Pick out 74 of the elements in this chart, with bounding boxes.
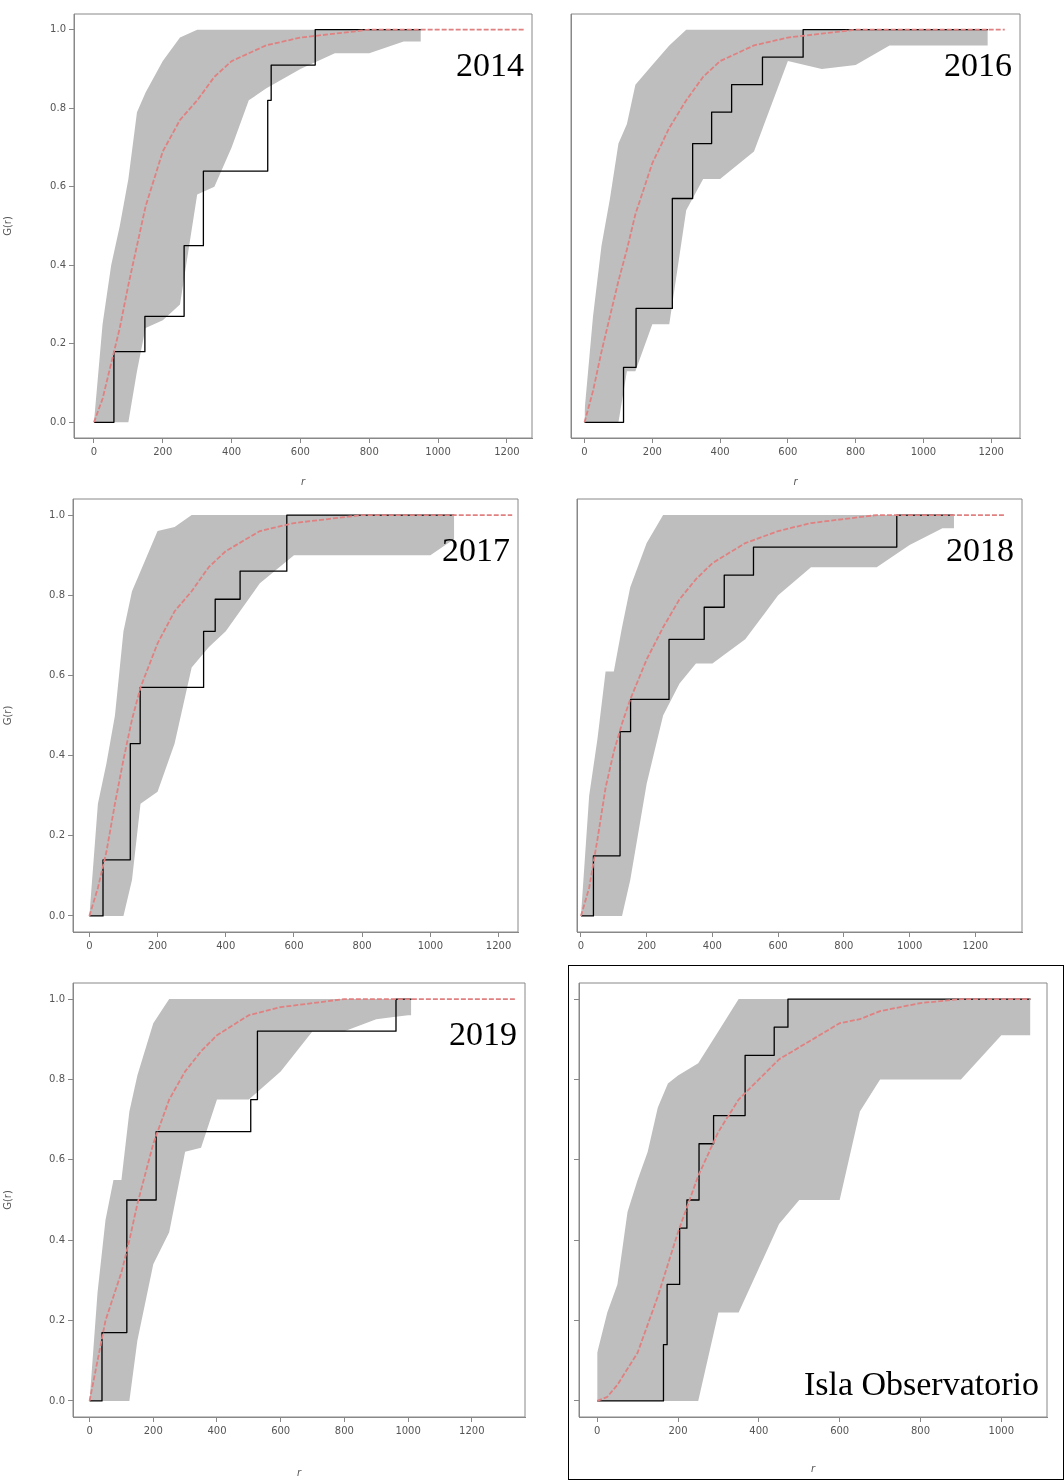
x-tick-label: 600 bbox=[830, 1424, 850, 1436]
y-tick-label: 0.8 bbox=[49, 1073, 65, 1085]
y-tick-label: 0.0 bbox=[50, 415, 66, 427]
y-tick-label: 0.2 bbox=[50, 337, 66, 349]
x-tick-label: 1200 bbox=[962, 939, 989, 951]
y-tick-label: 0.4 bbox=[49, 749, 65, 761]
x-tick-label: 400 bbox=[710, 445, 730, 457]
x-tick-label: 800 bbox=[846, 445, 866, 457]
x-tick-label: 1000 bbox=[417, 939, 444, 951]
line-series bbox=[88, 998, 518, 1402]
annotation: 2017 bbox=[442, 531, 510, 568]
y-tick-label: 0.4 bbox=[49, 1233, 65, 1245]
x-tick-label: 1200 bbox=[978, 445, 1004, 457]
x-tick-label: 400 bbox=[222, 445, 242, 457]
x-tick-label: 600 bbox=[271, 1424, 291, 1436]
y-tick-label: 1.0 bbox=[50, 23, 66, 35]
x-tick-label: 800 bbox=[359, 445, 379, 457]
x-tick-label: 1200 bbox=[485, 939, 512, 951]
x-tick-label: 800 bbox=[910, 1424, 931, 1436]
y-axis-title: G(r) bbox=[1, 705, 13, 726]
x-tick-label: 600 bbox=[768, 939, 788, 951]
annotation: 2018 bbox=[946, 531, 1014, 568]
y-tick-label: 0.6 bbox=[49, 1153, 65, 1165]
x-tick-label: 1200 bbox=[494, 445, 520, 457]
x-tick-label: 0 bbox=[86, 1424, 93, 1436]
x-tick-label: 1000 bbox=[395, 1424, 421, 1436]
x-tick-label: 800 bbox=[334, 1424, 354, 1436]
x-axis-title: r bbox=[810, 1462, 816, 1474]
x-tick-label: 600 bbox=[290, 445, 310, 457]
y-tick-label: 0.8 bbox=[49, 588, 65, 600]
x-tick-label: 400 bbox=[702, 939, 722, 951]
x-tick-label: 200 bbox=[148, 939, 168, 951]
y-tick-label: 1.0 bbox=[49, 508, 65, 520]
x-axis-title: r bbox=[793, 475, 799, 487]
x-tick-label: 0 bbox=[90, 445, 98, 457]
annotation: 2016 bbox=[944, 46, 1012, 83]
y-axis-title: G(r) bbox=[1, 216, 13, 236]
annotation: 2014 bbox=[456, 46, 524, 83]
x-tick-label: 1000 bbox=[988, 1424, 1015, 1436]
y-tick-label: 0.6 bbox=[50, 180, 66, 192]
x-tick-label: 0 bbox=[86, 939, 93, 951]
x-axis-title: r bbox=[300, 475, 306, 487]
y-tick-label: 1.0 bbox=[49, 992, 65, 1004]
x-tick-label: 0 bbox=[581, 445, 588, 457]
x-tick-label: 600 bbox=[284, 939, 304, 951]
y-tick-label: 0.6 bbox=[49, 669, 65, 680]
annotation: Isla Observatorio bbox=[803, 1365, 1039, 1402]
x-tick-label: 800 bbox=[834, 939, 854, 951]
x-tick-label: 0 bbox=[594, 1424, 601, 1436]
y-tick-label: 0.2 bbox=[49, 829, 65, 841]
x-tick-label: 400 bbox=[207, 1424, 227, 1436]
x-tick-label: 1000 bbox=[425, 445, 451, 457]
x-tick-label: 1200 bbox=[459, 1424, 485, 1436]
x-axis-title: r bbox=[296, 1466, 302, 1478]
annotation: 2019 bbox=[449, 1015, 517, 1052]
x-tick-label: 600 bbox=[778, 445, 798, 457]
x-tick-label: 200 bbox=[153, 445, 173, 457]
y-tick-label: 0.2 bbox=[49, 1314, 65, 1326]
x-tick-label: 200 bbox=[668, 1424, 688, 1436]
y-tick-label: 0.0 bbox=[49, 1394, 65, 1406]
line-series bbox=[93, 28, 525, 424]
y-tick-label: 0.8 bbox=[50, 101, 66, 113]
x-tick-label: 800 bbox=[352, 939, 372, 951]
x-tick-label: 200 bbox=[642, 445, 662, 457]
y-axis-title: G(r) bbox=[1, 1190, 13, 1210]
x-tick-label: 400 bbox=[749, 1424, 769, 1436]
x-tick-label: 1000 bbox=[896, 939, 923, 951]
x-tick-label: 200 bbox=[143, 1424, 163, 1436]
y-tick-label: 0.4 bbox=[50, 258, 66, 270]
x-tick-label: 200 bbox=[637, 939, 657, 951]
x-tick-label: 0 bbox=[577, 939, 585, 951]
x-tick-label: 400 bbox=[216, 939, 236, 951]
y-tick-label: 0.0 bbox=[49, 909, 65, 921]
x-tick-label: 1000 bbox=[910, 445, 937, 457]
